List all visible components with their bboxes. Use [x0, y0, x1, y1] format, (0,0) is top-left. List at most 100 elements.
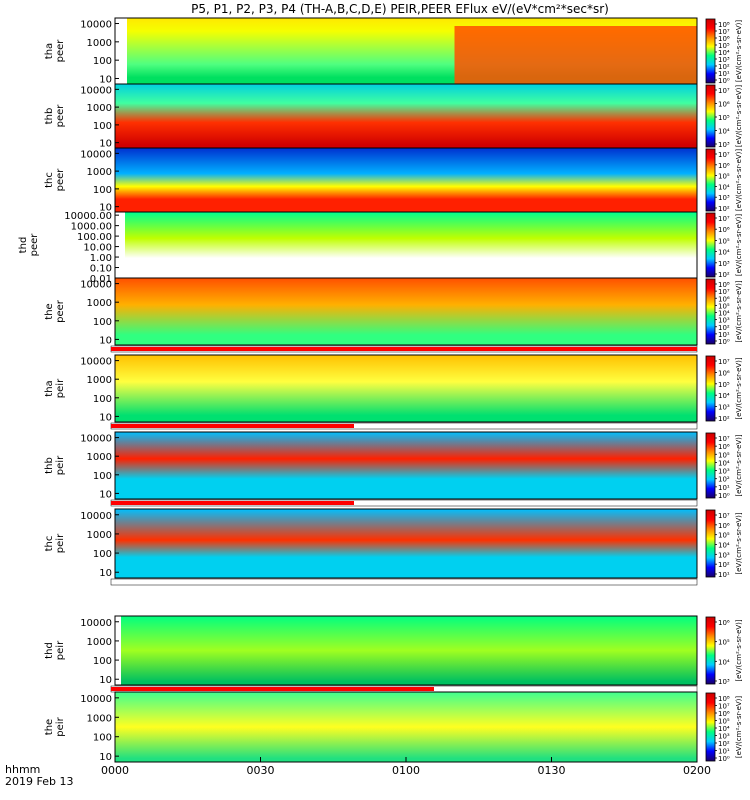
z-tick-label: 10¹: [718, 748, 730, 756]
z-tick-label: 10²: [718, 561, 730, 569]
z-tick-label: 10³: [718, 317, 730, 325]
y-tick-label: 10000: [80, 694, 112, 705]
panel-thc-peer: 10000 1000 100 10 thc peer 10⁷ 10⁶ 10⁵ 10⁴ 10³ 10² […: [44, 147, 743, 214]
z-tick-label: 10⁸: [718, 281, 730, 289]
z-tick-label: 10²: [718, 205, 730, 213]
y-axis-label: tha: [44, 380, 55, 396]
z-tick-label: 10⁶: [718, 295, 730, 303]
spectrogram-8: [115, 616, 697, 685]
z-tick-label: 10¹: [718, 571, 730, 579]
colorbar-unit: [eV/(cm²-s-sr-eV)]: [735, 619, 743, 682]
z-tick-label: 10⁸: [718, 695, 730, 703]
y-axis-label: peer: [29, 233, 40, 257]
z-tick-label: 10²: [718, 740, 730, 748]
flag-bar-red: [111, 501, 354, 505]
y-tick-label: 1000.00: [71, 222, 112, 233]
y-tick-label: 1000: [87, 38, 112, 49]
y-axis-label: the: [44, 303, 55, 319]
y-tick-label: 1000: [87, 375, 112, 386]
y-tick-label: 1000: [87, 298, 112, 309]
x-tick-label: 0200: [683, 764, 711, 777]
y-axis-label: thc: [44, 172, 55, 188]
y-tick-label: 10: [99, 139, 112, 150]
y-tick-label: 10000: [80, 149, 112, 160]
y-tick-label: 10.00: [83, 243, 112, 254]
z-tick-label: 10⁷: [718, 215, 730, 223]
z-tick-label: 10²: [718, 271, 730, 279]
x-tick-label: 0000: [101, 764, 129, 777]
panel-thb-peer: 10000 1000 100 10 thb peer 10⁷ 10⁶ 10⁵ 10⁴ 10³ [eV/…: [44, 83, 743, 150]
y-tick-label: 10000: [80, 280, 112, 291]
z-tick-label: 10²: [718, 63, 730, 71]
y-tick-label: 100: [93, 549, 112, 560]
z-tick-label: 10⁵: [718, 302, 730, 310]
z-tick-label: 10³: [718, 551, 730, 559]
y-tick-label: 0.10: [90, 264, 112, 275]
data-gap: [115, 212, 125, 278]
y-axis-label: peer: [55, 39, 66, 63]
y-tick-label: 100: [93, 656, 112, 667]
y-tick-label: 100.00: [77, 232, 112, 243]
z-tick-label: 10⁵: [718, 114, 730, 122]
y-tick-label: 10: [99, 203, 112, 214]
colorbar: [705, 278, 716, 345]
y-tick-label: 1000: [87, 530, 112, 541]
z-tick-label: 10¹: [718, 331, 730, 339]
colorbar: [705, 355, 716, 422]
colorbar: [705, 148, 716, 212]
y-tick-label: 10: [99, 74, 112, 85]
y-axis-label: peer: [55, 104, 66, 128]
z-tick-label: 10⁷: [718, 703, 730, 711]
y-axis-label: thd: [18, 237, 29, 254]
y-tick-label: 100: [93, 185, 112, 196]
y-tick-label: 1.00: [90, 253, 112, 264]
z-tick-label: 10³: [718, 56, 730, 64]
panel-frame: [114, 431, 698, 500]
panel-frame: [114, 354, 698, 423]
y-tick-label: 10: [99, 335, 112, 346]
flag-bar-red: [111, 347, 697, 351]
z-tick-label: 10³: [718, 468, 730, 476]
spectrogram-3: [115, 212, 697, 278]
z-tick-label: 10⁶: [718, 619, 730, 627]
z-tick-label: 10⁷: [718, 435, 730, 443]
colorbar: [705, 18, 716, 84]
z-tick-label: 10⁴: [718, 542, 730, 550]
y-axis-label: peir: [55, 378, 66, 398]
spectrogram-9: [115, 692, 697, 762]
y-tick-label: 100: [93, 471, 112, 482]
y-tick-label: 100: [93, 121, 112, 132]
panel-frame: [114, 277, 698, 346]
y-axis-label: thb: [44, 108, 55, 125]
time-axis-label: hhmm: [5, 763, 40, 776]
x-tick-label: 0030: [247, 764, 275, 777]
time-axis: 0000 0030 0100 0130 0200: [101, 757, 711, 777]
y-tick-label: 1000: [87, 637, 112, 648]
z-tick-label: 10³: [718, 260, 730, 268]
z-tick-label: 10²: [718, 415, 730, 423]
y-axis-label: peer: [55, 299, 66, 323]
z-tick-label: 10⁶: [718, 710, 730, 718]
z-tick-label: 10⁶: [718, 443, 730, 451]
x-tick-label: 0100: [392, 764, 420, 777]
y-tick-label: 0.01: [90, 274, 112, 285]
y-axis-label: the: [44, 719, 55, 735]
z-tick-label: 10⁴: [718, 392, 730, 400]
flag-bar-red: [111, 424, 354, 428]
z-tick-label: 10⁵: [718, 173, 730, 181]
y-tick-label: 1000: [87, 167, 112, 178]
z-tick-label: 10⁷: [718, 358, 730, 366]
z-tick-label: 10³: [718, 194, 730, 202]
z-tick-label: 10³: [718, 678, 730, 686]
z-tick-label: 10⁵: [718, 718, 730, 726]
z-tick-label: 10⁴: [718, 128, 730, 136]
colorbar-unit: [eV/(cm²-s-sr-eV)]: [735, 357, 743, 420]
colorbar: [705, 84, 716, 148]
colorbar: [705, 432, 716, 499]
